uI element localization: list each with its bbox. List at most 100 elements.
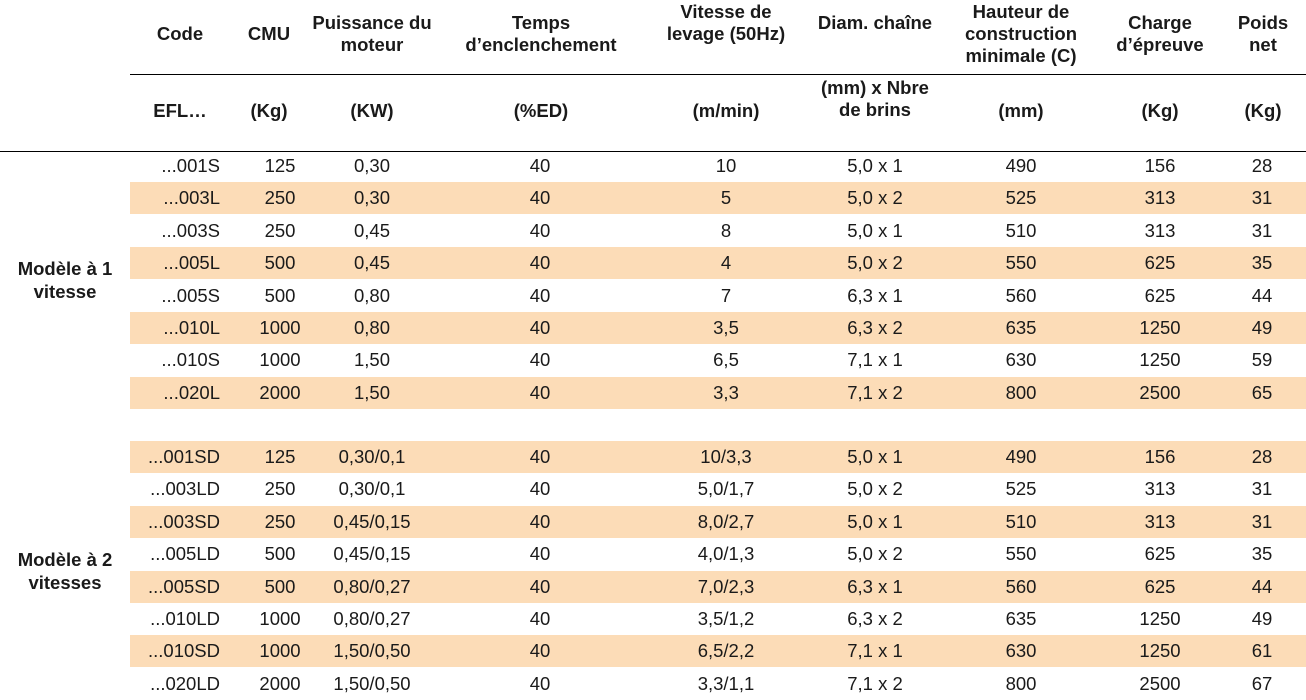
- cell-cmu: 125: [264, 446, 296, 467]
- unit-temps: (%ED): [513, 100, 569, 121]
- cell-code: ...010S: [161, 349, 220, 371]
- cell-diam: 7,1 x 2: [847, 672, 903, 694]
- table-row: ...010LD 1000 0,80/0,27 40 3,5/1,2 6,3 x 2 635…: [0, 603, 1306, 635]
- cell-code: ...001SD: [148, 446, 220, 467]
- cell-charge: 156: [1144, 155, 1176, 176]
- cell-code: ...003L: [163, 187, 220, 209]
- cell-poids: 59: [1251, 349, 1273, 371]
- row-band: [130, 376, 1306, 409]
- table-row: ...010SD 1000 1,50/0,50 40 6,5/2,2 7,1 x 1 630…: [0, 635, 1306, 667]
- cell-diam: 5,0 x 1: [847, 155, 903, 176]
- unit-puissance: (KW): [350, 100, 394, 121]
- cell-charge: 2500: [1139, 672, 1181, 694]
- cell-vitesse: 6,5/2,2: [697, 640, 755, 662]
- cell-cmu: 500: [264, 252, 296, 274]
- cell-puissance: 0,80: [353, 284, 390, 306]
- cell-vitesse: 3,3: [713, 381, 739, 403]
- cell-code: ...010LD: [150, 608, 220, 629]
- cell-temps: 40: [529, 510, 551, 532]
- table-row: ...005LD 500 0,45/0,15 40 4,0/1,3 5,0 x 2 550 6…: [0, 538, 1306, 570]
- cell-diam: 7,1 x 2: [847, 381, 903, 403]
- cell-temps: 40: [529, 317, 551, 338]
- cell-puissance: 0,30: [353, 155, 390, 176]
- cell-hauteur: 630: [1005, 349, 1037, 371]
- cell-diam: 5,0 x 2: [847, 478, 903, 500]
- cell-vitesse: 5: [720, 187, 732, 209]
- cell-temps: 40: [529, 478, 551, 500]
- header-puissance: Puissance du moteur: [312, 12, 432, 55]
- cell-puissance: 0,30/0,1: [338, 478, 406, 500]
- body-divider: [0, 151, 1306, 152]
- cell-temps: 40: [529, 284, 551, 306]
- header-charge: Charge d’épreuve: [1116, 12, 1204, 55]
- cell-puissance: 0,80/0,27: [333, 608, 411, 629]
- cell-cmu: 500: [264, 543, 296, 565]
- cell-diam: 6,3 x 2: [847, 608, 903, 629]
- cell-cmu: 1000: [259, 317, 301, 338]
- cell-cmu: 1000: [259, 640, 301, 662]
- cell-hauteur: 550: [1005, 543, 1037, 565]
- cell-poids: 28: [1251, 446, 1273, 467]
- cell-charge: 625: [1144, 575, 1176, 597]
- cell-vitesse: 8: [720, 219, 732, 241]
- cell-cmu: 1000: [259, 608, 301, 629]
- cell-hauteur: 630: [1005, 640, 1037, 662]
- cell-diam: 5,0 x 2: [847, 252, 903, 274]
- table-row: ...005L 500 0,45 40 4 5,0 x 2 550 625 35: [0, 247, 1306, 279]
- cell-poids: 31: [1251, 219, 1273, 241]
- cell-code: ...005L: [163, 252, 220, 274]
- cell-charge: 625: [1144, 252, 1176, 274]
- cell-charge: 1250: [1139, 317, 1181, 338]
- cell-poids: 44: [1251, 575, 1273, 597]
- cell-temps: 40: [529, 672, 551, 694]
- cell-code: ...020LD: [150, 672, 220, 694]
- row-band: [130, 635, 1306, 668]
- cell-code: ...003LD: [150, 478, 220, 500]
- cell-cmu: 250: [264, 478, 296, 500]
- unit-code: EFL…: [153, 100, 207, 121]
- cell-diam: 5,0 x 1: [847, 510, 903, 532]
- header-temps: Temps d’enclenchement: [465, 12, 617, 55]
- cell-diam: 7,1 x 1: [847, 640, 903, 662]
- cell-code: ...003SD: [148, 510, 220, 532]
- cell-poids: 65: [1251, 381, 1273, 403]
- cell-charge: 313: [1144, 510, 1176, 532]
- cell-poids: 31: [1251, 187, 1273, 209]
- cell-diam: 5,0 x 1: [847, 219, 903, 241]
- cell-diam: 6,3 x 2: [847, 317, 903, 338]
- cell-hauteur: 490: [1005, 155, 1037, 176]
- cell-puissance: 0,45/0,15: [333, 543, 411, 565]
- cell-code: ...003S: [161, 219, 220, 241]
- cell-vitesse: 5,0/1,7: [697, 478, 755, 500]
- cell-hauteur: 525: [1005, 187, 1037, 209]
- table-row: ...003SD 250 0,45/0,15 40 8,0/2,7 5,0 x 1 510 3…: [0, 506, 1306, 538]
- group-label-2-vitesses: Modèle à 2 vitesses: [17, 549, 113, 593]
- cell-charge: 2500: [1139, 381, 1181, 403]
- table-row: ...005SD 500 0,80/0,27 40 7,0/2,3 6,3 x 1 560 6…: [0, 571, 1306, 603]
- cell-diam: 6,3 x 1: [847, 284, 903, 306]
- cell-temps: 40: [529, 446, 551, 467]
- group-label-1-vitesse: Modèle à 1 vitesse: [17, 258, 113, 302]
- cell-code: ...005S: [161, 284, 220, 306]
- cell-poids: 35: [1251, 543, 1273, 565]
- cell-vitesse: 7: [720, 284, 732, 306]
- cell-hauteur: 800: [1005, 672, 1037, 694]
- cell-poids: 31: [1251, 510, 1273, 532]
- cell-temps: 40: [529, 575, 551, 597]
- cell-puissance: 1,50: [353, 349, 390, 371]
- cell-diam: 5,0 x 2: [847, 187, 903, 209]
- cell-poids: 44: [1251, 284, 1273, 306]
- cell-hauteur: 560: [1005, 284, 1037, 306]
- table-row: ...010L 1000 0,80 40 3,5 6,3 x 2 635 1250 49: [0, 312, 1306, 344]
- cell-puissance: 0,45: [353, 252, 390, 274]
- cell-charge: 625: [1144, 543, 1176, 565]
- cell-vitesse: 7,0/2,3: [697, 575, 755, 597]
- cell-cmu: 125: [264, 155, 296, 176]
- cell-hauteur: 635: [1005, 608, 1037, 629]
- cell-cmu: 500: [264, 575, 296, 597]
- table-row: ...020L 2000 1,50 40 3,3 7,1 x 2 800 2500 65: [0, 377, 1306, 409]
- cell-charge: 1250: [1139, 640, 1181, 662]
- cell-charge: 1250: [1139, 349, 1181, 371]
- unit-diam: (mm) x Nbre de brins: [821, 77, 929, 120]
- cell-diam: 7,1 x 1: [847, 349, 903, 371]
